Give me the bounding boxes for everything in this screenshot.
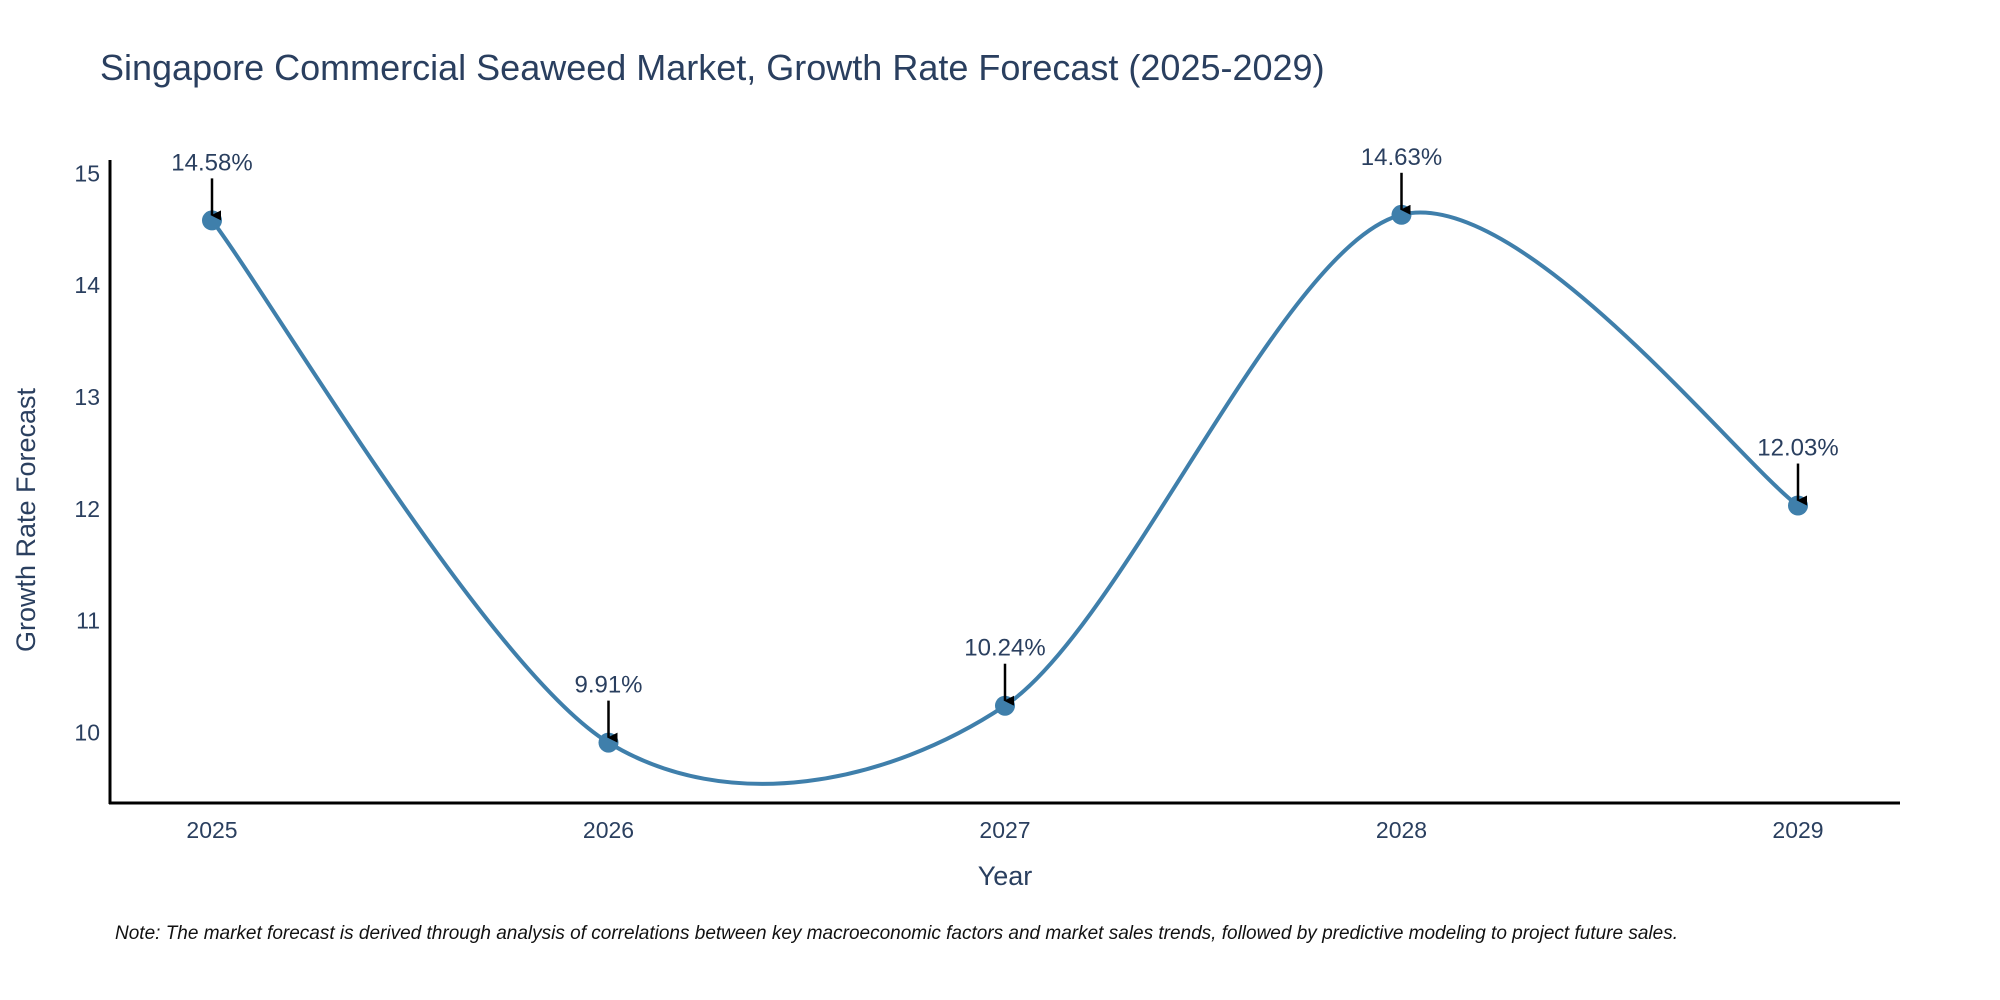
data-label: 9.91% (574, 672, 642, 699)
x-tick-label: 2028 (1376, 817, 1427, 843)
x-axis-title: Year (978, 861, 1033, 891)
data-annotations: 14.58% 9.91% 10.24% 14.63% 12.03% (171, 144, 1839, 743)
data-label: 14.58% (171, 149, 252, 176)
y-tick-label: 14 (74, 272, 100, 298)
data-label: 10.24% (964, 635, 1045, 662)
footnote: Note: The market forecast is derived thr… (115, 923, 1678, 944)
x-tick-label: 2025 (186, 817, 237, 843)
data-label: 14.63% (1361, 144, 1442, 171)
y-tick-label: 15 (74, 160, 100, 186)
x-tick-label: 2029 (1772, 817, 1823, 843)
y-tick-label: 13 (74, 384, 100, 410)
y-axis-title: Growth Rate Forecast (11, 387, 41, 652)
data-label: 12.03% (1757, 435, 1838, 462)
chart-title: Singapore Commercial Seaweed Market, Gro… (100, 47, 1325, 88)
y-tick-label: 10 (74, 720, 100, 746)
y-axis-ticks: 10 11 12 13 14 15 (74, 160, 100, 745)
x-tick-label: 2026 (583, 817, 634, 843)
y-tick-label: 11 (76, 608, 100, 634)
x-axis-ticks: 2025 2026 2027 2028 2029 (186, 817, 1823, 843)
y-tick-label: 12 (74, 496, 100, 522)
x-tick-label: 2027 (979, 817, 1030, 843)
